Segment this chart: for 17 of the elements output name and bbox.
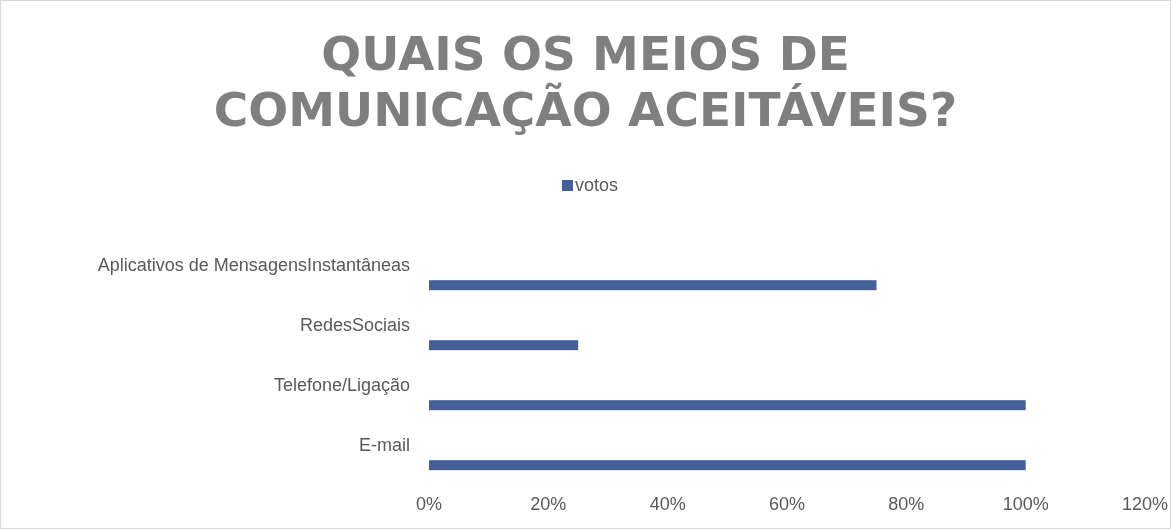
x-tick-label: 0%	[415, 494, 443, 514]
bar	[429, 280, 877, 291]
x-tick-label: 60%	[768, 494, 806, 514]
legend-label: votos	[575, 175, 619, 195]
x-tick-label: 40%	[649, 494, 686, 514]
y-tick-label: Aplicativos de MensagensInstantâneas	[97, 254, 410, 275]
y-tick-label: Telefone/Ligação	[273, 374, 410, 395]
bar	[429, 400, 1026, 411]
y-tick-label: RedesSociais	[299, 314, 410, 335]
y-tick-label: E-mail	[358, 434, 410, 455]
chart-title: QUAIS OS MEIOS DE COMUNICAÇÃO ACEITÁVEIS?	[213, 26, 958, 137]
x-tick-label: 80%	[888, 494, 925, 514]
x-tick-label: 120%	[1121, 494, 1169, 514]
bar	[429, 460, 1026, 471]
x-tick-label: 100%	[1002, 494, 1049, 514]
x-tick-label: 20%	[530, 494, 567, 514]
bar	[429, 340, 579, 351]
